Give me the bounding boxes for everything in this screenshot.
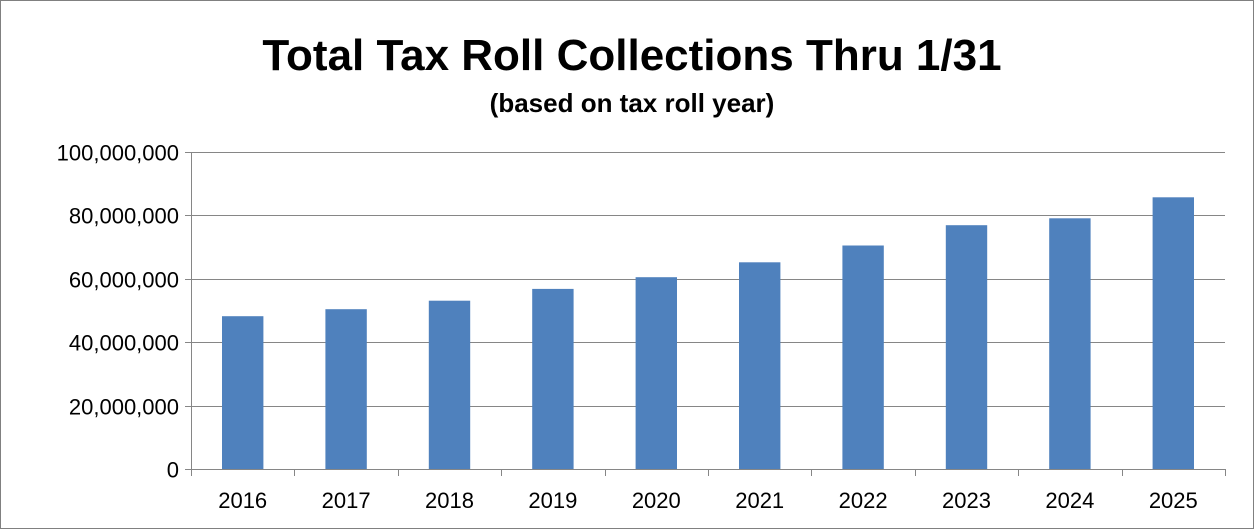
bar-2018 (428, 300, 471, 469)
x-tick-label: 2021 (735, 488, 784, 513)
x-tick-label: 2024 (1045, 488, 1094, 513)
chart-subtitle: (based on tax roll year) (490, 88, 775, 118)
y-tick-labels: 0 20,000,000 40,000,000 60,000,000 80,000,00… (57, 141, 179, 483)
bar-2022 (842, 245, 884, 469)
x-tick-label: 2020 (632, 488, 681, 513)
x-tick-label: 2017 (322, 488, 371, 513)
bar-2020 (635, 277, 677, 469)
x-tick-label: 2025 (1149, 488, 1198, 513)
y-tick-label: 80,000,000 (69, 204, 179, 229)
bar-2025 (1152, 197, 1194, 470)
x-tick-label: 2023 (942, 488, 991, 513)
chart-title: Total Tax Roll Collections Thru 1/31 (262, 31, 1001, 80)
bars (222, 197, 1194, 470)
y-tick-label: 60,000,000 (69, 268, 179, 293)
y-tick-label: 40,000,000 (69, 331, 179, 356)
x-tick-label: 2022 (839, 488, 888, 513)
y-tick-label: 20,000,000 (69, 395, 179, 420)
bar-2024 (1049, 218, 1091, 469)
axes (185, 152, 1226, 476)
y-tick-label: 0 (167, 458, 179, 483)
x-tick-labels: 2016 2017 2018 2019 2020 2021 2022 2023 2024 2025 (218, 488, 1198, 513)
bar-2016 (222, 316, 264, 469)
bar-2021 (739, 262, 781, 469)
x-tick-label: 2019 (528, 488, 577, 513)
bar-2023 (945, 225, 988, 469)
y-tick-label: 100,000,000 (57, 141, 179, 166)
x-tick-label: 2018 (425, 488, 474, 513)
x-tick-label: 2016 (218, 488, 267, 513)
bar-2017 (325, 309, 367, 469)
bar-2019 (532, 288, 574, 469)
